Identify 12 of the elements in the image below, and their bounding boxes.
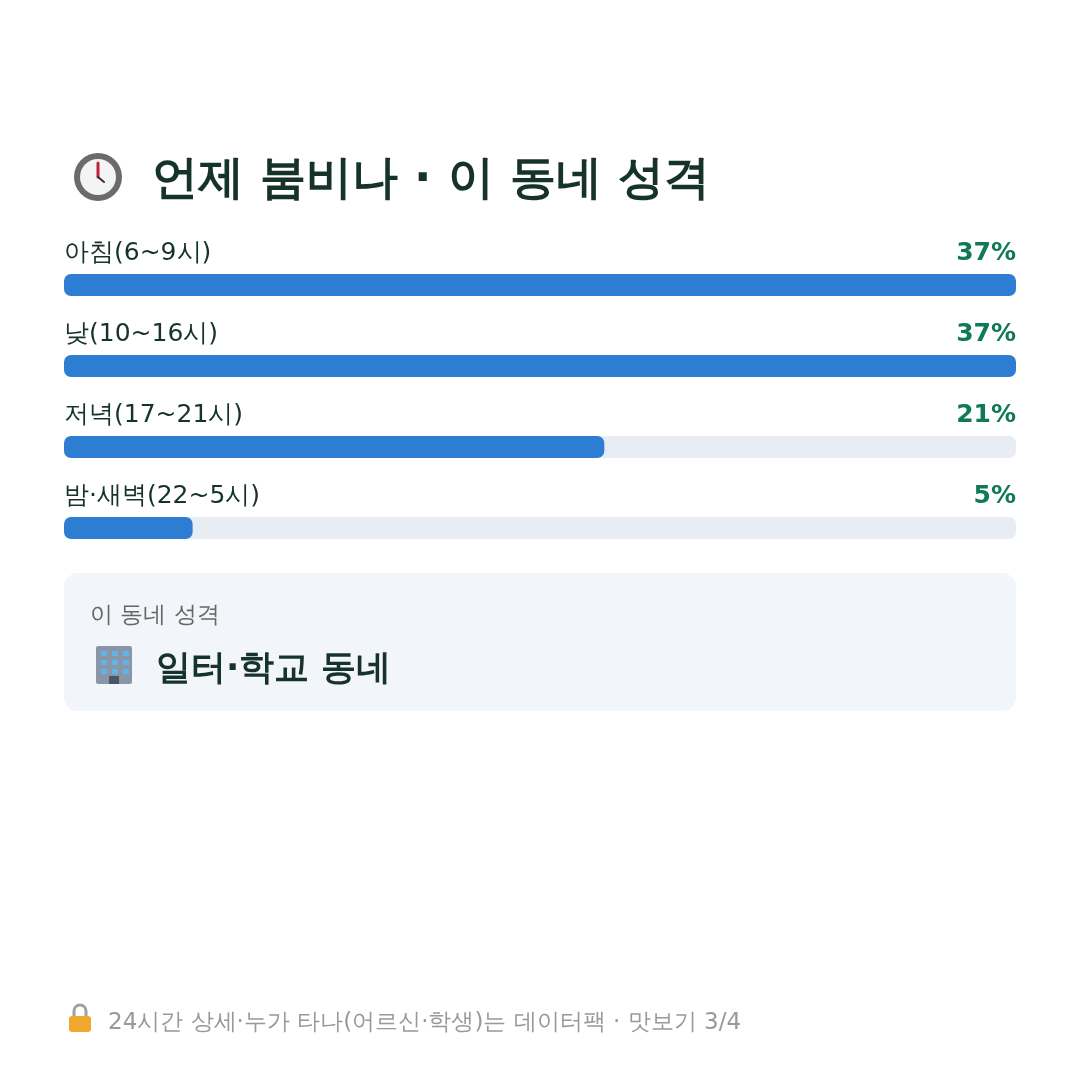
data-label: 37% [956, 237, 1016, 266]
y-tick-label: 아침(6~9시) [64, 237, 212, 266]
text: 이 동네 성격 [90, 601, 220, 627]
y-tick-label: 낮(10~16시) [64, 318, 219, 347]
text: 일터·학교 동네 [156, 647, 392, 687]
chart-title: 언제 붐비나 · 이 동네 성격 [152, 150, 710, 204]
text: 24시간 상세·누가 타나(어르신·학생)는 데이터팩 · 맛보기 3/4 [108, 1008, 742, 1034]
y-tick-label: 저녁(17~21시) [64, 399, 244, 428]
y-tick-label: 밤·새벽(22~5시) [64, 480, 261, 509]
data-label: 21% [956, 399, 1016, 428]
data-label: 5% [973, 480, 1016, 509]
data-label: 37% [956, 318, 1016, 347]
